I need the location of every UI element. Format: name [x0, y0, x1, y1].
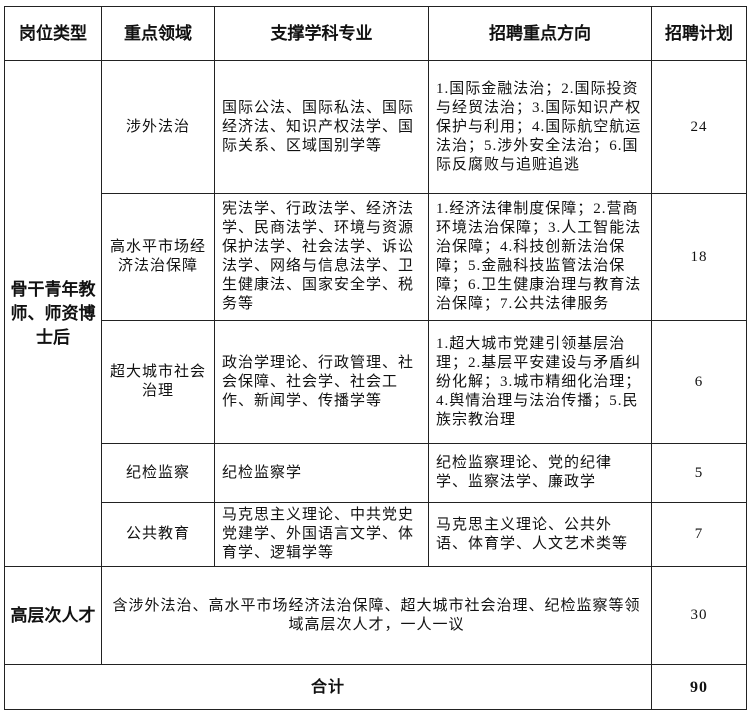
directions-cell: 1.国际金融法治；2.国际投资与经贸法治；3.国际知识产权保护与利用；4.国际航…: [428, 60, 652, 194]
header-directions: 招聘重点方向: [428, 6, 652, 61]
directions-cell: 马克思主义理论、公共外语、体育学、人文艺术类等: [428, 502, 652, 567]
field-cell: 涉外法治: [101, 60, 215, 194]
total-row: 合计 90: [4, 664, 747, 710]
header-position-type: 岗位类型: [4, 6, 102, 61]
field-cell: 高水平市场经济法治保障: [101, 193, 215, 321]
field-cell: 公共教育: [101, 502, 215, 567]
disciplines-cell: 纪检监察学: [214, 443, 429, 503]
disciplines-cell: 宪法学、行政法学、经济法学、民商法学、环境与资源保护法学、社会法学、诉讼法学、网…: [214, 193, 429, 321]
total-label: 合计: [4, 664, 652, 710]
plan-cell: 5: [651, 443, 747, 503]
table-row: 高水平市场经济法治保障 宪法学、行政法学、经济法学、民商法学、环境与资源保护法学…: [5, 193, 747, 321]
table-row-high-level: 高层次人才 含涉外法治、高水平市场经济法治保障、超大城市社会治理、纪检监察等领域…: [4, 566, 747, 665]
plan-cell: 7: [651, 502, 747, 567]
description-cell: 含涉外法治、高水平市场经济法治保障、超大城市社会治理、纪检监察等领域高层次人才，…: [101, 566, 652, 665]
table-row: 骨干青年教师、师资博士后 涉外法治 国际公法、国际私法、国际经济法、知识产权法学…: [4, 60, 747, 567]
header-plan: 招聘计划: [651, 6, 747, 61]
disciplines-cell: 马克思主义理论、中共党史党建学、外国语言文学、体育学、逻辑学等: [214, 502, 429, 567]
table-row: 超大城市社会治理 政治学理论、行政管理、社会保障、社会学、社会工作、新闻学、传播…: [5, 320, 747, 444]
plan-cell: 30: [651, 566, 747, 665]
header-row: 岗位类型 重点领域 支撑学科专业 招聘重点方向 招聘计划: [4, 6, 747, 61]
field-cell: 纪检监察: [101, 443, 215, 503]
plan-cell: 24: [651, 60, 747, 194]
disciplines-cell: 国际公法、国际私法、国际经济法、知识产权法学、国际关系、区域国别学等: [214, 60, 429, 194]
table-row: 公共教育 马克思主义理论、中共党史党建学、外国语言文学、体育学、逻辑学等 马克思…: [5, 502, 747, 567]
field-cell: 超大城市社会治理: [101, 320, 215, 444]
plan-cell: 6: [651, 320, 747, 444]
directions-cell: 1.超大城市党建引领基层治理；2.基层平安建设与矛盾纠纷化解；3.城市精细化治理…: [428, 320, 652, 444]
header-disciplines: 支撑学科专业: [214, 6, 429, 61]
disciplines-cell: 政治学理论、行政管理、社会保障、社会学、社会工作、新闻学、传播学等: [214, 320, 429, 444]
total-value: 90: [651, 664, 747, 710]
plan-cell: 18: [651, 193, 747, 321]
position-type-cell: 高层次人才: [4, 566, 102, 665]
header-key-field: 重点领域: [101, 6, 215, 61]
recruitment-table: 岗位类型 重点领域 支撑学科专业 招聘重点方向 招聘计划 骨干青年教师、师资博士…: [4, 6, 747, 710]
table-row: 纪检监察 纪检监察学 纪检监察理论、党的纪律学、监察法学、廉政学 5: [5, 443, 747, 503]
position-type-cell: 骨干青年教师、师资博士后: [4, 60, 102, 567]
directions-cell: 纪检监察理论、党的纪律学、监察法学、廉政学: [428, 443, 652, 503]
directions-cell: 1.经济法律制度保障；2.营商环境法治保障；3.人工智能法治保障；4.科技创新法…: [428, 193, 652, 321]
